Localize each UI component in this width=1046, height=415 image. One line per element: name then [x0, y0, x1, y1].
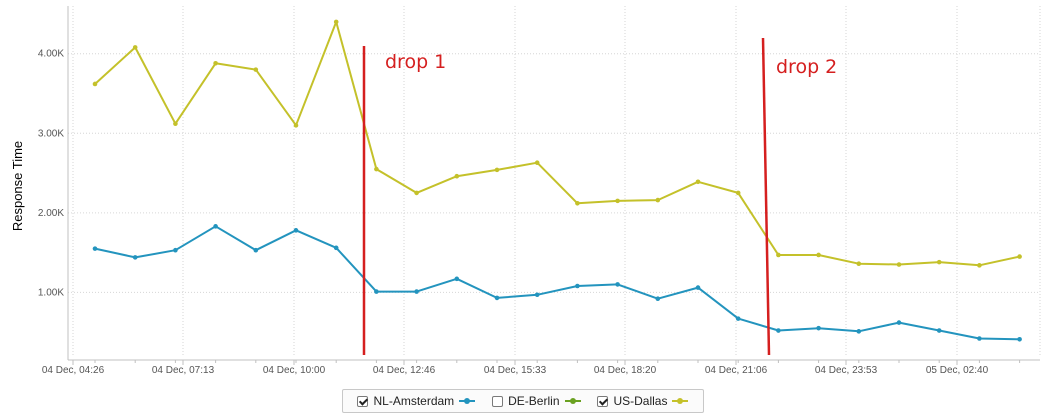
x-tick-label: 04 Dec, 10:00 — [263, 365, 326, 376]
nl-amsterdam-point[interactable] — [896, 320, 902, 325]
us-dallas-point[interactable] — [896, 262, 902, 267]
x-tick-label: 04 Dec, 23:53 — [815, 365, 878, 376]
us-dallas-point[interactable] — [414, 190, 419, 196]
us-dallas-point[interactable] — [575, 200, 580, 206]
de-berlin-checkbox[interactable] — [492, 395, 504, 407]
nl-amsterdam-point[interactable] — [132, 255, 138, 260]
nl-amsterdam-point[interactable] — [575, 283, 580, 289]
nl-amsterdam-point[interactable] — [695, 285, 701, 290]
nl-amsterdam-point[interactable] — [776, 328, 781, 333]
nl-amsterdam-point[interactable] — [615, 282, 620, 287]
nl-amsterdam-point[interactable] — [735, 316, 741, 321]
us-dallas-point[interactable] — [695, 179, 701, 185]
y-axis: 1.00K 2.00K 3.00K 4.00K — [38, 6, 69, 360]
us-dallas-point[interactable] — [615, 198, 620, 204]
y-tick-label: 4.00K — [38, 49, 64, 60]
us-dallas-point[interactable] — [173, 121, 178, 127]
us-dallas-point[interactable] — [132, 45, 138, 50]
drop-2-label: drop 2 — [776, 56, 837, 78]
y-tick-label: 3.00K — [38, 128, 64, 139]
nl-amsterdam-point[interactable] — [173, 247, 178, 253]
us-dallas-point[interactable] — [936, 259, 942, 265]
us-dallas-point[interactable] — [374, 166, 379, 172]
nl-amsterdam-point[interactable] — [213, 224, 218, 229]
drop-2-marker-line — [761, 37, 771, 356]
x-axis: 04 Dec, 04:26 04 Dec, 07:13 04 Dec, 10:00 0… — [42, 359, 1040, 376]
de-berlin-label: DE-Berlin — [508, 394, 560, 408]
us-dallas-point[interactable] — [735, 190, 741, 196]
nl-amsterdam-point[interactable] — [816, 325, 821, 331]
us-dallas-point[interactable] — [977, 263, 982, 268]
nl-amsterdam-label: NL-Amsterdam — [373, 394, 455, 408]
legend-item-nl-amsterdam[interactable]: NL-Amsterdam — [357, 394, 476, 408]
series — [92, 19, 1022, 342]
us-dallas-point[interactable] — [494, 167, 500, 173]
nl-amsterdam-point[interactable] — [1017, 336, 1022, 342]
nl-amsterdam-point[interactable] — [534, 292, 540, 298]
us-dallas-point[interactable] — [1017, 254, 1022, 259]
us-dallas-point[interactable] — [856, 261, 862, 267]
x-tick-label: 04 Dec, 15:33 — [484, 365, 547, 376]
y-tick-label: 1.00K — [38, 287, 64, 298]
us-dallas-point[interactable] — [816, 252, 821, 258]
x-tick-label: 05 Dec, 02:40 — [926, 365, 989, 376]
nl-amsterdam-point[interactable] — [494, 295, 500, 301]
nl-amsterdam-point[interactable] — [253, 247, 259, 253]
y-axis-title: Response Time — [10, 141, 25, 231]
us-dallas-point[interactable] — [655, 197, 661, 203]
us-dallas-point[interactable] — [253, 67, 259, 72]
us-dallas-point[interactable] — [534, 160, 540, 166]
drop-1-label: drop 1 — [385, 51, 446, 73]
nl-amsterdam-point[interactable] — [936, 328, 942, 333]
us-dallas-checkbox[interactable] — [597, 395, 609, 407]
x-tick-label: 04 Dec, 12:46 — [373, 365, 436, 376]
x-tick-label: 04 Dec, 07:13 — [152, 365, 215, 376]
us-dallas-swatch-icon — [672, 396, 689, 406]
nl-amsterdam-point[interactable] — [92, 246, 98, 251]
us-dallas-point[interactable] — [454, 173, 460, 179]
us-dallas-point[interactable] — [92, 81, 98, 87]
us-dallas-point[interactable] — [213, 60, 218, 66]
legend: NL-Amsterdam DE-Berlin US-Dallas — [342, 389, 704, 413]
nl-amsterdam-series-line — [94, 225, 1020, 341]
us-dallas-label: US-Dallas — [613, 394, 668, 408]
annotations: drop 1 drop 2 — [362, 37, 837, 356]
nl-amsterdam-point[interactable] — [374, 289, 379, 294]
nl-amsterdam-point[interactable] — [293, 228, 299, 233]
nl-amsterdam-point[interactable] — [454, 276, 460, 282]
nl-amsterdam-checkbox[interactable] — [357, 395, 369, 407]
legend-item-us-dallas[interactable]: US-Dallas — [597, 394, 689, 408]
y-tick-label: 2.00K — [38, 208, 64, 219]
us-dallas-point[interactable] — [293, 123, 299, 128]
x-tick-label: 04 Dec, 04:26 — [42, 365, 105, 376]
x-tick-label: 04 Dec, 21:06 — [705, 365, 768, 376]
nl-amsterdam-swatch-icon — [459, 396, 476, 406]
grid — [68, 6, 1041, 356]
legend-item-de-berlin[interactable]: DE-Berlin — [492, 394, 581, 408]
us-dallas-series-line — [94, 20, 1020, 267]
nl-amsterdam-point[interactable] — [856, 329, 862, 334]
nl-amsterdam-point[interactable] — [333, 245, 339, 251]
us-dallas-point[interactable] — [776, 252, 781, 258]
us-dallas-point[interactable] — [333, 19, 339, 25]
de-berlin-swatch-icon — [564, 396, 581, 406]
nl-amsterdam-point[interactable] — [414, 289, 419, 294]
nl-amsterdam-point[interactable] — [655, 296, 661, 302]
nl-amsterdam-point[interactable] — [977, 336, 982, 341]
x-tick-label: 04 Dec, 18:20 — [594, 365, 657, 376]
